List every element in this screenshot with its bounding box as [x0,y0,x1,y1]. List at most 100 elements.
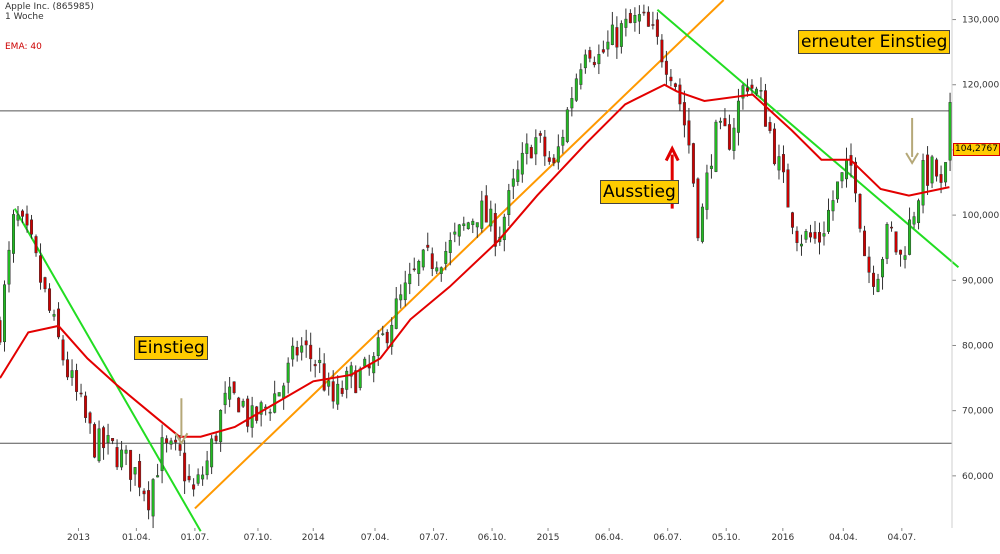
candle-body [619,23,623,47]
re-entry-callout: erneuter Einstieg [798,30,951,54]
candle-body [111,438,115,442]
candle-body [165,438,169,444]
candle-body [836,181,839,200]
last-price-tag: 104,2767 [953,143,1000,156]
candle-body [169,440,173,445]
candle-body [93,424,97,458]
candle-body [579,69,583,85]
candle-body [363,358,367,367]
candle-body [763,90,767,127]
candle-body [0,320,2,343]
candle-body [894,231,898,253]
candle-body [827,209,830,232]
candle-body [210,438,214,468]
candle-body [336,383,340,405]
candle-body [705,172,709,210]
candle-body [673,83,677,87]
candle-body [493,213,497,247]
candle-body [466,222,470,229]
entry-arrow-head [174,432,189,446]
trendline-uptrend-1 [194,0,725,510]
x-tick-label: 05.10. [712,533,741,543]
candle-body [881,259,885,278]
candle-body [899,249,903,255]
candle-body [777,156,781,171]
candle-body [768,122,772,131]
candle-body [507,190,511,215]
x-tick-label: 2014 [302,533,325,543]
y-tick-label: 80,000 [962,341,994,351]
candle-body [669,76,673,82]
candle-body [399,294,403,301]
candle-body [52,314,56,317]
candle-body [935,159,939,177]
candle-body [34,236,38,254]
candle-body [565,109,569,142]
candle-body [601,49,605,53]
candle-body [606,41,610,50]
candle-body [313,364,317,367]
candle-body [268,411,272,414]
x-tick-label: 01.04. [122,533,151,543]
candle-body [84,395,88,418]
candle-body [340,387,344,394]
candle-body [97,428,101,462]
candle-body [872,272,876,287]
candle-body [804,231,808,240]
candle-body [930,156,934,184]
candle-body [854,161,858,194]
candle-body [381,333,385,335]
x-tick-label: 2013 [67,533,90,543]
trendline-downtrend-0 [13,208,202,532]
candle-body [714,121,718,172]
candle-body [781,154,785,173]
candle-body [57,308,61,338]
candle-body [282,385,286,399]
candle-body [151,479,155,517]
candle-body [475,222,479,228]
candle-body [691,143,695,184]
exit-callout: Ausstieg [600,180,679,204]
candle-body [917,200,921,223]
candle-body [66,359,70,378]
candle-body [502,216,506,241]
candle-body [70,370,74,378]
candle-body [241,400,245,407]
trendline-layer [13,0,960,532]
candle-body [858,193,862,229]
candle-body [813,231,817,239]
candle-body [318,359,322,364]
candle-body [129,449,133,480]
ema-40-line [0,83,950,438]
candle-body [412,268,416,271]
candle-body [394,298,398,329]
candle-body [196,474,200,484]
candle-body [21,210,25,217]
candle-body [790,212,794,228]
candle-body [808,232,812,238]
y-tick-label: 90,000 [962,276,994,286]
candle-body [426,244,430,248]
candle-body [543,136,547,157]
candle-body [574,78,578,101]
candles-layer [0,4,952,529]
candle-body [174,439,178,443]
candle-body [147,490,151,511]
y-tick-label: 130,000 [962,16,999,26]
candle-body [795,230,799,243]
signal-arrows-layer [174,117,919,446]
instrument-title: Apple Inc. (865985) [5,2,94,12]
candle-body [219,409,223,443]
candle-body [926,154,930,186]
candle-body [228,386,232,400]
candle-body [444,250,448,264]
x-tick-label: 07.10. [244,533,273,543]
candle-body [908,219,912,255]
candle-body [3,284,6,343]
candle-body [480,200,484,229]
candle-body [430,253,434,270]
candle-body [867,256,871,273]
x-tick-label: 06.10. [478,533,507,543]
candle-body [840,172,844,182]
candle-body [453,231,457,235]
